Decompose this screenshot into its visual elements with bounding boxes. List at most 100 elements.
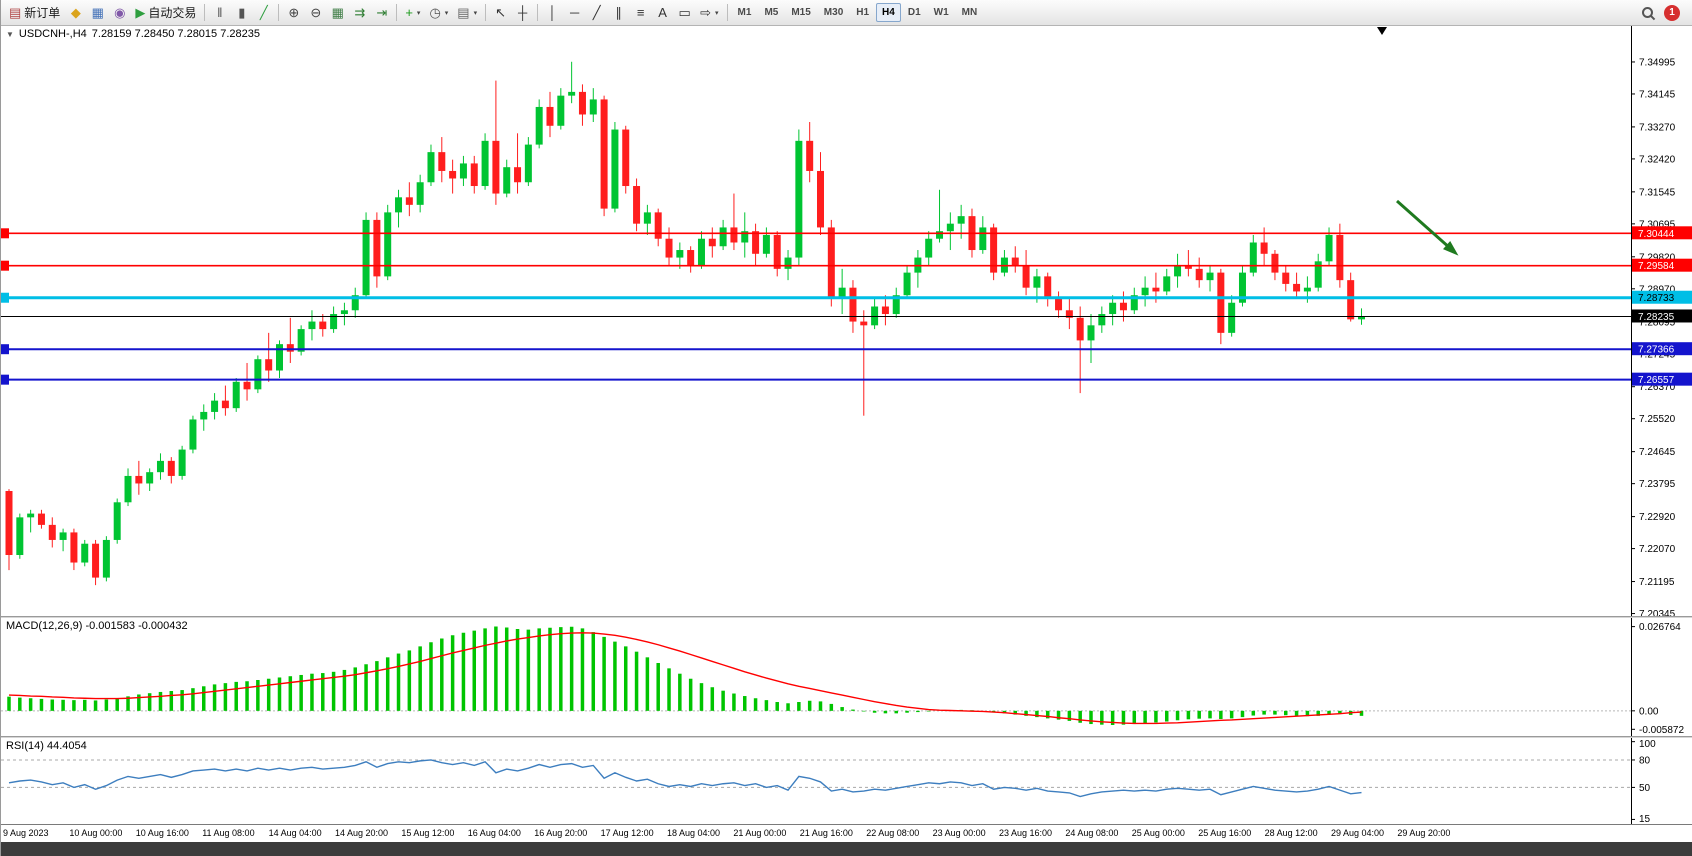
templates-button[interactable]: ▤ ▾ xyxy=(453,2,481,24)
timeframe-m5-button[interactable]: M5 xyxy=(758,3,784,22)
indicators-button[interactable]: + ▾ xyxy=(401,2,424,24)
candle xyxy=(752,231,760,254)
candlestick-chart[interactable]: 7.34995 7.34145 7.33270 7.32420 7.31545 7.306… xyxy=(1,26,1692,616)
price-axis-label: 7.25520 xyxy=(1639,414,1676,425)
timeframe-mn-button[interactable]: MN xyxy=(956,3,984,22)
auto-trading-label: 自动交易 xyxy=(148,6,197,20)
timeframe-w1-button[interactable]: W1 xyxy=(928,3,955,22)
candle xyxy=(16,517,24,556)
auto-trading-button[interactable]: ▶ 自动交易 xyxy=(131,2,200,24)
fibonacci-button[interactable]: ≡ xyxy=(630,2,651,24)
templates-icon: ▤ xyxy=(457,5,470,20)
auto-scroll-button[interactable]: ⇉ xyxy=(349,2,370,24)
candle xyxy=(827,227,835,299)
time-axis-label: 25 Aug 16:00 xyxy=(1198,828,1252,838)
chart-shift-button[interactable]: ⇥ xyxy=(371,2,392,24)
macd-axis-label: 0.026764 xyxy=(1639,622,1681,633)
timeframe-m30-button[interactable]: M30 xyxy=(818,3,849,22)
candle xyxy=(1109,302,1117,315)
macd-histogram xyxy=(7,626,1364,725)
symbol-dropdown-caret-icon[interactable]: ▼ xyxy=(6,30,14,39)
candle xyxy=(1141,287,1149,296)
price-level-tag xyxy=(1632,290,1692,304)
rsi-panel: 100 80 50 15 RSI(14) 44.4054 xyxy=(1,738,1692,824)
price-level-left-tag xyxy=(1,228,9,239)
candle xyxy=(319,321,327,330)
timeframe-m1-button[interactable]: M1 xyxy=(732,3,758,22)
time-axis-label: 21 Aug 16:00 xyxy=(799,828,853,838)
time-axis[interactable]: 9 Aug 2023 10 Aug 00:00 10 Aug 16:00 11 Aug… xyxy=(1,824,1692,842)
candle xyxy=(59,532,67,540)
rsi-indicator-chart[interactable]: 100 80 50 15 xyxy=(1,738,1692,824)
rsi-title: RSI(14) 44.4054 xyxy=(6,740,87,752)
candle xyxy=(1065,310,1073,318)
line-chart-mode-button[interactable]: ╱ xyxy=(253,2,274,24)
notification-badge[interactable]: 1 xyxy=(1664,4,1680,21)
candle xyxy=(1174,265,1182,277)
time-axis-label: 29 Aug 20:00 xyxy=(1397,828,1451,838)
periods-button[interactable]: ◷ ▾ xyxy=(425,2,452,24)
search-button[interactable] xyxy=(1637,2,1659,24)
channel-button[interactable]: ∥ xyxy=(608,2,629,24)
main-chart-panel: 7.34995 7.34145 7.33270 7.32420 7.31545 7.306… xyxy=(1,26,1692,616)
tile-windows-button[interactable]: ▦ xyxy=(327,2,348,24)
time-axis-label: 21 Aug 00:00 xyxy=(733,828,787,838)
timeframe-d1-button[interactable]: D1 xyxy=(902,3,927,22)
timeframe-h1-button[interactable]: H1 xyxy=(850,3,875,22)
alerts-button[interactable]: ◉ xyxy=(109,2,130,24)
candle xyxy=(178,449,186,476)
candle xyxy=(102,539,110,578)
trend-arrow[interactable] xyxy=(1396,199,1452,251)
macd-indicator-chart[interactable]: 0.026764 0.00 -0.005872 xyxy=(1,618,1692,736)
candle xyxy=(1336,234,1344,281)
candle xyxy=(892,295,900,315)
market-watch-button[interactable]: ▦ xyxy=(87,2,108,24)
arrows-button[interactable]: ⇨ ▾ xyxy=(696,2,722,24)
cursor-button[interactable]: ↖ xyxy=(490,2,511,24)
new-order-label: 新订单 xyxy=(24,6,61,20)
candlestick-mode-icon: ▮ xyxy=(238,5,246,20)
auto-scroll-icon: ⇉ xyxy=(354,5,366,20)
candle xyxy=(1238,272,1246,303)
price-axis-label: 7.32420 xyxy=(1639,154,1676,165)
candle xyxy=(946,223,954,232)
horizontal-line-button[interactable]: ─ xyxy=(564,2,585,24)
timeframe-h4-button[interactable]: H4 xyxy=(876,3,901,22)
panel-splitter[interactable] xyxy=(1,616,1692,618)
time-axis-label: 11 Aug 08:00 xyxy=(202,828,255,838)
candle xyxy=(1228,302,1236,333)
timeframe-m15-button[interactable]: M15 xyxy=(785,3,816,22)
time-axis-label: 14 Aug 04:00 xyxy=(268,828,322,838)
candlestick-mode-button[interactable]: ▮ xyxy=(231,2,252,24)
candle xyxy=(1163,276,1171,292)
candle xyxy=(330,314,338,330)
bar-shift-marker[interactable] xyxy=(1377,27,1387,35)
time-axis-label: 23 Aug 00:00 xyxy=(932,828,986,838)
candle xyxy=(1282,272,1290,284)
text-label-button[interactable]: ▭ xyxy=(674,2,695,24)
crosshair-button[interactable]: ┼ xyxy=(512,2,533,24)
toolbar-separator xyxy=(204,4,206,21)
candle xyxy=(741,231,749,243)
zoom-in-button[interactable]: ⊕ xyxy=(283,2,304,24)
bar-chart-mode-button[interactable]: ‖ xyxy=(209,2,230,24)
metaeditor-button[interactable]: ◆ xyxy=(65,2,86,24)
candle xyxy=(27,513,35,518)
candle xyxy=(416,182,424,205)
candle xyxy=(881,306,889,315)
dropdown-caret-icon: ▾ xyxy=(715,9,719,17)
candle xyxy=(535,106,543,145)
candle xyxy=(92,543,100,578)
candle xyxy=(806,140,814,171)
price-axis-label: 7.33270 xyxy=(1639,122,1676,133)
candle xyxy=(654,212,662,239)
zoom-out-button[interactable]: ⊖ xyxy=(305,2,326,24)
text-button[interactable]: A xyxy=(652,2,673,24)
candle xyxy=(611,129,619,209)
trendline-icon: ╱ xyxy=(592,5,601,20)
panel-splitter[interactable] xyxy=(1,736,1692,738)
new-order-button[interactable]: ▤ 新订单 xyxy=(5,2,64,24)
vertical-line-button[interactable]: │ xyxy=(542,2,563,24)
chart-symbol: USDCNH-,H4 xyxy=(18,28,87,40)
trendline-button[interactable]: ╱ xyxy=(586,2,607,24)
